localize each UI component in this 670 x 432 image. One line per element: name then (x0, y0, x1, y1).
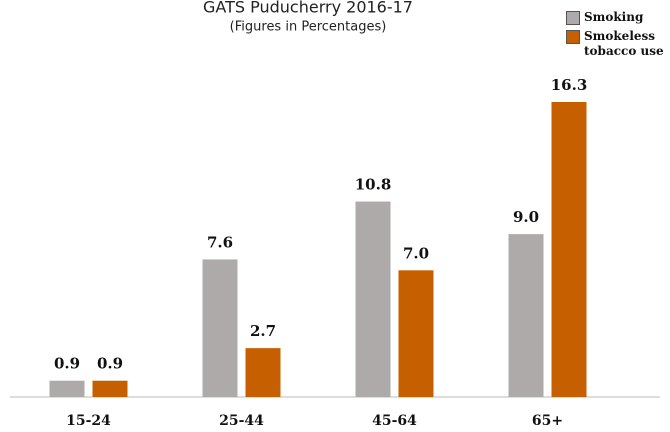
bar (49, 380, 85, 397)
legend-label: Smoking (584, 10, 644, 24)
legend: Smoking Smokeless tobacco use (566, 10, 670, 63)
data-label: 2.7 (250, 322, 276, 340)
bar (245, 348, 281, 397)
data-label: 0.9 (54, 355, 80, 373)
legend-item: Smokeless tobacco use (566, 29, 670, 59)
bar (92, 380, 128, 397)
x-tick-label: 45-64 (372, 413, 417, 429)
data-label: 0.9 (97, 355, 123, 373)
data-label: 7.0 (403, 244, 429, 262)
chart-subtitle: (Figures in Percentages) (230, 20, 387, 35)
bar (202, 259, 238, 397)
x-tick-label: 15-24 (66, 413, 111, 429)
data-label: 10.8 (355, 176, 392, 194)
bar (355, 201, 391, 397)
bar (508, 234, 544, 397)
x-tick-label: 65+ (532, 413, 563, 429)
bar (551, 102, 587, 397)
data-label: 16.3 (551, 76, 588, 94)
bar (398, 270, 434, 397)
legend-item: Smoking (566, 10, 670, 25)
x-tick-label: 25-44 (219, 413, 264, 429)
data-label: 9.0 (513, 208, 539, 226)
data-label: 7.6 (207, 233, 233, 251)
legend-label: Smokeless tobacco use (584, 29, 664, 58)
legend-swatch (566, 30, 580, 44)
legend-swatch (566, 11, 580, 25)
chart-title: GATS Puducherry 2016-17 (203, 0, 413, 17)
